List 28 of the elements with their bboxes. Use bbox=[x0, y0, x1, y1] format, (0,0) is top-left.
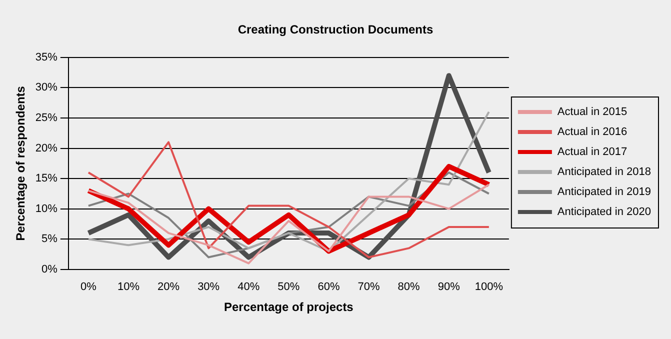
legend-label: Anticipated in 2019 bbox=[557, 186, 652, 198]
y-tick-label: 0% bbox=[42, 263, 58, 276]
y-tick-label: 25% bbox=[35, 112, 58, 124]
x-tick-label: 20% bbox=[158, 281, 180, 294]
y-tick-label: 35% bbox=[35, 51, 58, 64]
legend-label: Anticipated in 2018 bbox=[557, 166, 652, 178]
legend-label: Actual in 2015 bbox=[557, 106, 628, 118]
x-tick-label: 90% bbox=[438, 281, 460, 294]
y-tick-label: 30% bbox=[35, 82, 58, 94]
x-tick-label: 50% bbox=[278, 281, 300, 294]
legend-label: Actual in 2016 bbox=[557, 126, 628, 138]
legend-label: Actual in 2017 bbox=[557, 146, 628, 158]
y-axis-title: Percentage of respondents bbox=[14, 86, 28, 241]
x-tick-label: 10% bbox=[117, 281, 140, 294]
y-tick-label: 5% bbox=[42, 233, 58, 246]
chart-title: Creating Construction Documents bbox=[238, 22, 434, 37]
x-tick-label: 70% bbox=[358, 281, 380, 294]
x-tick-label: 40% bbox=[238, 281, 260, 294]
x-tick-label: 30% bbox=[198, 281, 220, 294]
y-tick-label: 20% bbox=[35, 142, 58, 154]
x-axis-title: Percentage of projects bbox=[224, 300, 354, 314]
x-tick-label: 60% bbox=[318, 281, 340, 294]
x-tick-label: 100% bbox=[474, 281, 504, 294]
y-tick-label: 15% bbox=[35, 172, 58, 185]
x-tick-label: 0% bbox=[80, 281, 97, 294]
x-tick-label: 80% bbox=[398, 281, 420, 294]
legend-label: Anticipated in 2020 bbox=[557, 206, 652, 218]
y-tick-label: 10% bbox=[35, 202, 58, 215]
